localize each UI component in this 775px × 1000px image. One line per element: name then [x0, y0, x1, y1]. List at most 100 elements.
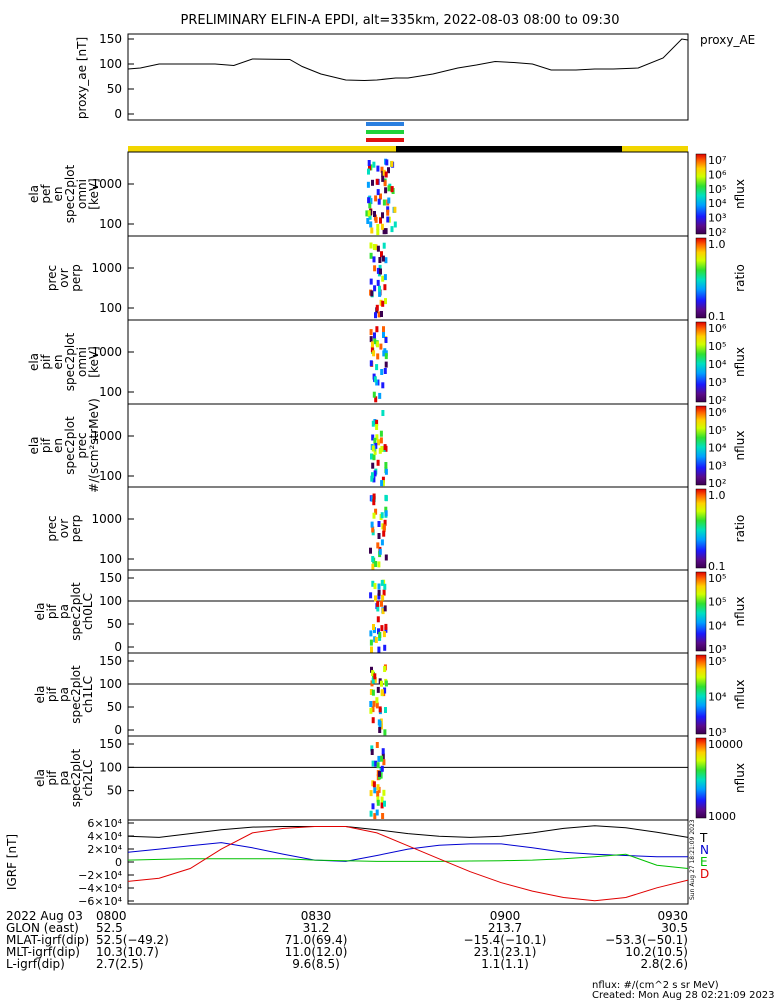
spec-pixel	[386, 209, 390, 216]
sunlit-segment-2	[622, 146, 688, 152]
spec-pixel	[371, 420, 375, 427]
spec-pixel	[378, 447, 382, 454]
colorbar-tick: 10⁶	[708, 168, 727, 181]
colorbar-label: nflux	[733, 763, 747, 793]
spec-pixel	[376, 542, 380, 549]
spec-pixel	[375, 364, 379, 371]
spec-pixel	[383, 284, 387, 291]
spec-pixel	[377, 628, 380, 635]
spec-pixel	[383, 519, 387, 526]
colorbar-tick: 10³	[708, 459, 726, 472]
spec-pixel	[377, 439, 380, 446]
colorbar-tick: 10⁵	[708, 596, 726, 609]
spec-ylabel: [keV]	[87, 178, 101, 209]
spec-tick-label: 1000	[91, 429, 122, 443]
spec-pixel	[373, 448, 377, 455]
spec-pixel	[380, 223, 384, 230]
spec-ylabel: pif	[39, 437, 53, 453]
spec-pixel	[378, 631, 382, 638]
spec-pixel	[373, 419, 377, 425]
spec-ylabel: en	[51, 355, 65, 370]
spec-pixel	[386, 216, 390, 223]
spec-pixel	[380, 166, 384, 173]
spec-tick-label: 50	[107, 784, 122, 798]
sidebar-timestamp: Sun Aug 27 18:21:09 2023	[689, 819, 696, 900]
colorbar-label: ratio	[733, 264, 747, 292]
spec-tick-label: 150	[99, 571, 122, 585]
spec-pixel	[376, 799, 380, 806]
spec-pixel	[380, 579, 384, 586]
spec-ylabel: omni	[75, 347, 89, 377]
colorbar-tick: 10⁴	[708, 358, 727, 371]
sunlit-segment	[128, 146, 396, 152]
spec-ylabel: en	[51, 438, 65, 453]
igrf-tick-label: −4×10⁴	[78, 882, 122, 895]
spec-pixel	[367, 197, 371, 204]
spec-pixel	[378, 721, 382, 727]
spec-pixel	[375, 697, 379, 704]
spec-pixel	[370, 745, 374, 752]
spec-pixel	[372, 499, 376, 506]
spec-pixel	[372, 781, 376, 788]
spec-pixel	[375, 379, 379, 386]
spec-pixel	[372, 493, 376, 500]
spec-pixel	[374, 396, 378, 403]
spec-pixel	[369, 701, 373, 707]
spec-pixel	[386, 206, 390, 213]
spec-pixel	[382, 759, 386, 766]
spec-pixel	[373, 338, 377, 345]
spec-pixel	[370, 346, 374, 353]
spec-pixel	[373, 787, 377, 794]
spec-tick-label: 100	[99, 469, 122, 483]
spec-tick-label: 100	[99, 217, 122, 231]
spec-pixel	[382, 332, 385, 338]
zone-bar-blue	[366, 122, 404, 126]
spec-pixel	[375, 419, 379, 426]
colorbar-tick: 10³	[708, 726, 726, 739]
spec-pixel	[383, 800, 386, 807]
spec-pixel	[371, 670, 375, 677]
igrf-tick-label: −2×10⁴	[78, 869, 122, 882]
spec-pixel	[384, 510, 388, 517]
spec-pixel	[378, 392, 382, 399]
proxy-ae-panel: 150 100 50 0 proxy_AE proxy_ae [nT]	[75, 32, 755, 121]
spec-pixel	[371, 563, 375, 570]
spec-pixel	[380, 600, 383, 607]
igrf-label-E: E	[700, 855, 708, 869]
orbit-cell: −15.4(−10.1)	[464, 933, 547, 947]
zone-bar-green	[366, 130, 404, 134]
spec-ylabel: ela	[27, 185, 41, 203]
spec-pixel	[381, 748, 385, 755]
orbit-cell: 30.5	[661, 921, 688, 935]
spec-pixel	[371, 706, 375, 713]
spec-pixel	[374, 508, 378, 515]
spec-pixel	[384, 337, 388, 343]
spec-pixel	[376, 229, 380, 236]
spec-pixel	[381, 813, 385, 819]
spec-pixel	[387, 185, 391, 192]
spec-pixel	[383, 644, 387, 651]
spec-pixel	[373, 470, 377, 477]
colorbar-tick: 10⁶	[708, 322, 727, 335]
spec-pixel	[379, 437, 383, 444]
spec-pixel	[371, 556, 375, 562]
spec-pixel	[379, 430, 383, 437]
spec-pixel	[379, 343, 383, 350]
spec-pixel	[380, 539, 384, 546]
spec-pixel	[384, 228, 388, 235]
colorbar	[695, 321, 707, 403]
colorbar-label: nflux	[733, 347, 747, 377]
spec-pixel	[380, 446, 384, 452]
spec-pixel	[373, 285, 377, 292]
spec-pixel	[371, 689, 375, 696]
spec-pixel	[384, 462, 388, 468]
orbit-cell: 1.1(1.1)	[481, 957, 529, 971]
spec-ylabel: omni	[75, 179, 89, 209]
spec-ylabel: spec2plot	[63, 164, 77, 223]
spec-pixel	[380, 311, 383, 317]
spec-pixel	[369, 630, 373, 637]
spec-ylabel: prec	[45, 515, 59, 541]
igrf-tick-label: 4×10⁴	[87, 830, 122, 843]
